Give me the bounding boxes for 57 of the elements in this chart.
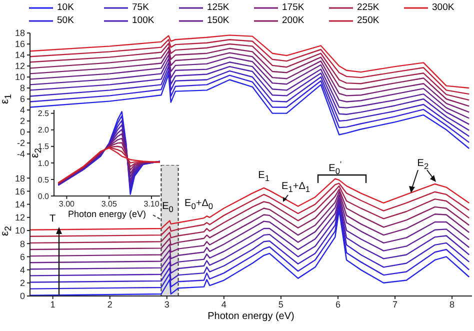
x-tick-label: 7 [392, 299, 398, 310]
y-tick-label: 14 [14, 50, 25, 60]
y-tick-label: 10 [14, 226, 25, 236]
y-tick-label: 10 [14, 72, 25, 82]
x-tick-label: 3 [164, 299, 170, 310]
legend-label: 150K [207, 15, 230, 26]
y-tick-label: 2.5 [38, 109, 50, 118]
y-tick-label: 6 [20, 252, 25, 262]
x-tick-label: 3.00 [58, 200, 76, 209]
annotation: E$_{1}$+Δ$_{1}$ [280, 181, 312, 196]
x-tick-label: 8 [450, 299, 455, 310]
x-tick-label: 5 [278, 299, 284, 310]
y-tick-label: 16 [14, 39, 25, 50]
y-tick-label: 18 [14, 173, 25, 184]
y-tick-label: 0.0 [38, 192, 50, 201]
legend-label: 300K [432, 2, 454, 13]
x-tick-label: 2 [107, 299, 112, 310]
x-tick-label: 3.10 [144, 200, 160, 209]
annotation: E$_{2}$ [416, 158, 430, 172]
annotation: T [48, 213, 57, 224]
y-tick-label: 4 [20, 105, 25, 116]
y-tick-label: 18 [14, 28, 25, 38]
x-axis-title: Photon energy (eV) [68, 209, 146, 219]
annotation: E$_{1}$ [257, 170, 270, 184]
y-tick-label: 8 [20, 83, 25, 94]
legend-label: 75K [132, 2, 149, 13]
x-tick-label: 3.05 [101, 200, 118, 209]
y-tick-label: 14 [14, 199, 25, 210]
y-tick-label: 2 [20, 116, 25, 126]
legend-label: 200K [282, 15, 304, 26]
y-tick-label: 1.0 [38, 158, 50, 168]
x-tick-label: 4 [221, 299, 226, 310]
legend-label: 175K [282, 2, 304, 13]
y-tick-label: 0 [20, 127, 25, 138]
legend-label: 100K [132, 15, 154, 26]
y-tick-label: 16 [14, 186, 25, 196]
y-tick-label: 6 [20, 94, 25, 104]
y-tick-label: 4 [20, 264, 25, 275]
x-axis-title: Photon energy (eV) [208, 311, 294, 322]
legend-label: 50K [57, 15, 74, 26]
y-tick-label: 8 [20, 238, 25, 249]
legend-label: 125K [207, 2, 230, 13]
x-tick-label: 1 [50, 299, 56, 310]
legend-label: 10K [57, 2, 74, 13]
y-tick-label: -2 [16, 138, 25, 148]
y-tick-label: 0.5 [38, 175, 50, 184]
annotation: E$_{0}$ [161, 200, 174, 215]
legend-label: 225K [357, 2, 380, 13]
y-tick-label: 12 [14, 61, 25, 72]
y-tick-label: 12 [14, 212, 25, 223]
y-tick-label: -4 [16, 149, 25, 160]
y-tick-label: 2 [20, 278, 25, 288]
x-tick-label: 6 [335, 299, 340, 310]
y-tick-label: 2.0 [38, 126, 50, 135]
y-tick-label: 0 [20, 291, 25, 302]
annotation: E$_{0}$+Δ$_{0}$ [184, 198, 214, 212]
legend-label: 250K [357, 15, 380, 26]
